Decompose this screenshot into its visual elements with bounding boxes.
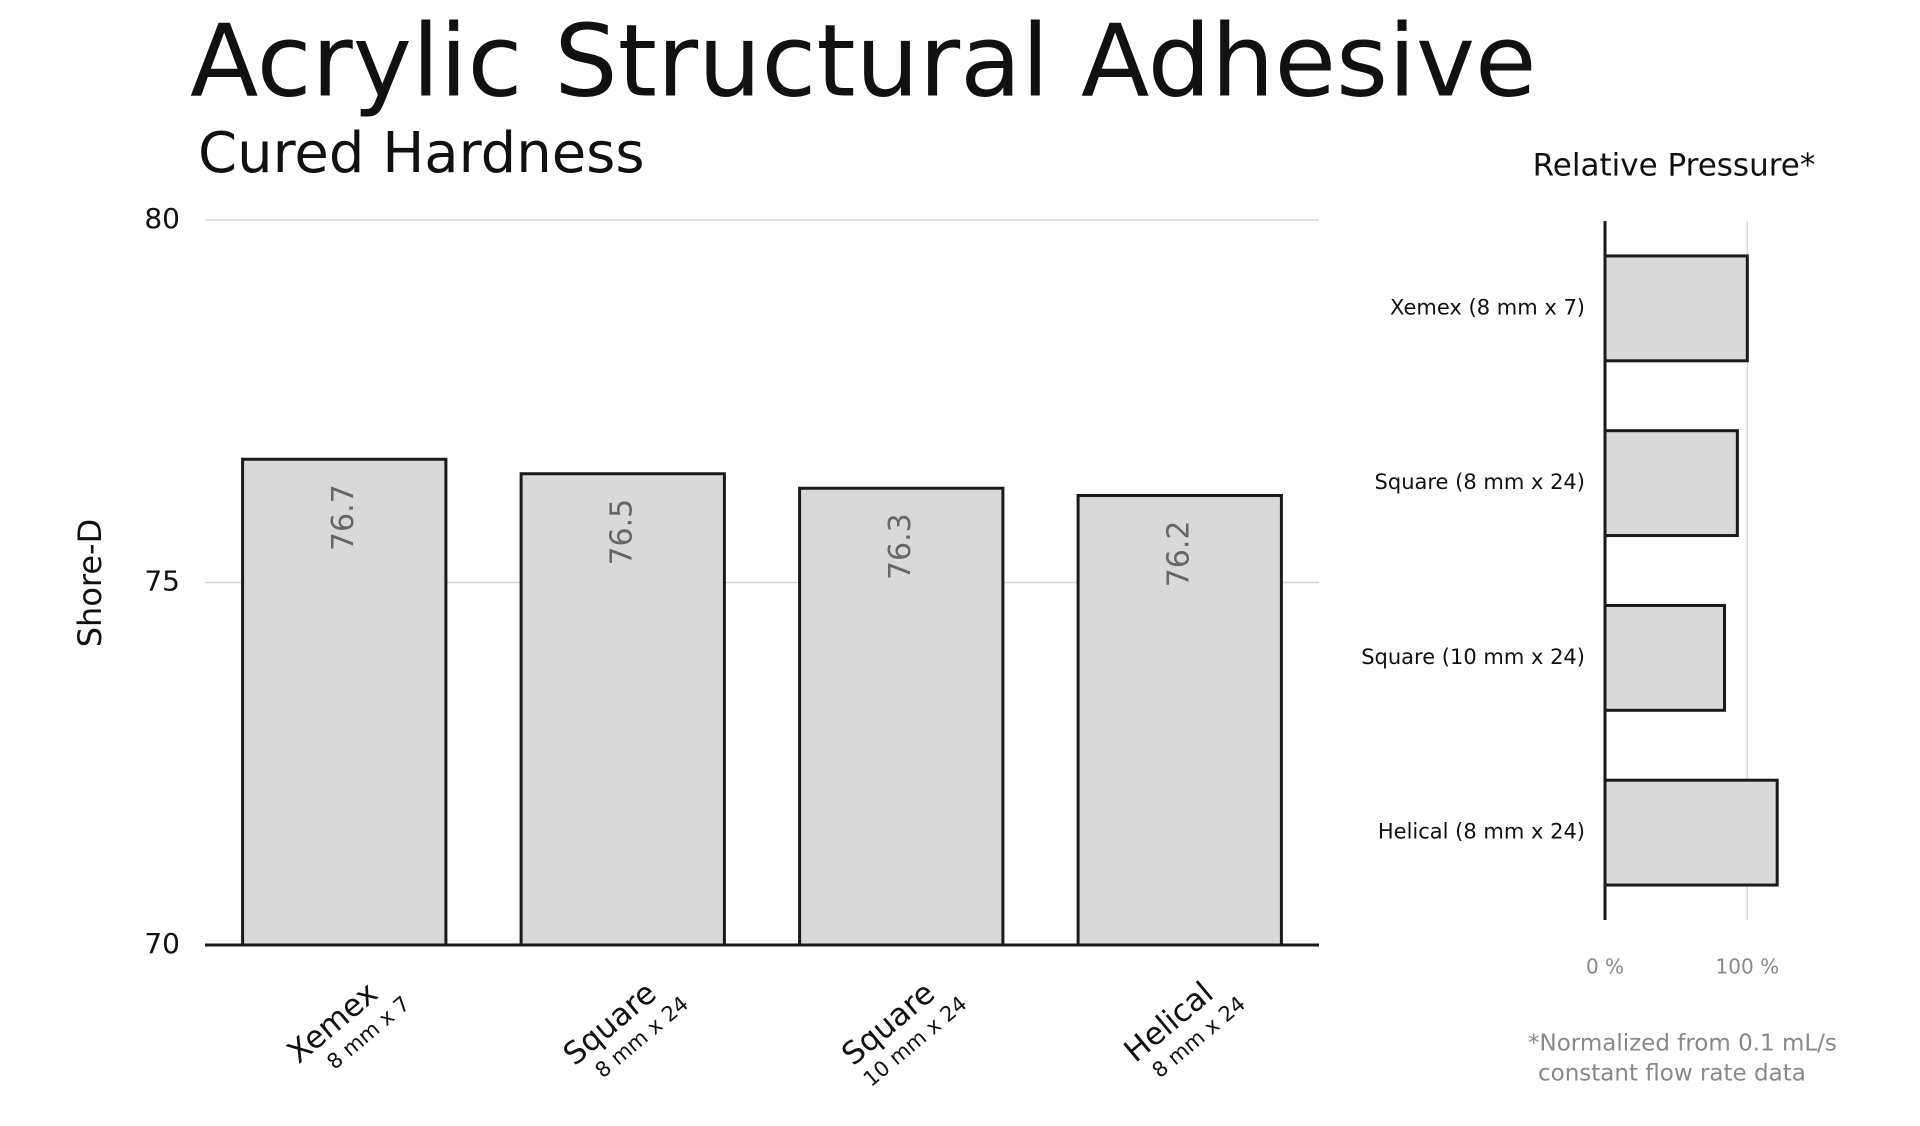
bar	[1603, 429, 1739, 538]
value-label: 76.5	[604, 499, 639, 566]
bar	[1603, 778, 1779, 887]
value-label: 76.2	[1161, 521, 1196, 588]
bar	[1076, 494, 1283, 947]
y-tick-label: 75	[144, 565, 180, 598]
footnote: *Normalized from 0.1 mL/s	[1528, 1031, 1837, 1057]
chart-title: Acrylic Structural Adhesive	[190, 2, 1537, 119]
y-tick-label: 70	[144, 927, 180, 960]
y-tick-label: Xemex (8 mm x 7)	[1390, 295, 1585, 319]
y-tick-label: 80	[144, 202, 180, 235]
chart-title: Relative Pressure*	[1533, 148, 1816, 184]
bar	[1603, 603, 1727, 712]
chart-subtitle: Cured Hardness	[198, 121, 645, 186]
footnote: constant flow rate data	[1538, 1061, 1806, 1087]
y-tick-label: Helical (8 mm x 24)	[1378, 820, 1585, 844]
y-tick-label: Square (8 mm x 24)	[1375, 470, 1585, 494]
value-label: 76.7	[326, 484, 361, 551]
x-tick-label: 100 %	[1716, 955, 1780, 979]
x-tick-label: 0 %	[1586, 955, 1624, 979]
value-label: 76.3	[883, 513, 918, 580]
y-tick-label: Square (10 mm x 24)	[1361, 645, 1585, 669]
bar	[1603, 254, 1749, 363]
y-axis-label: Shore-D	[71, 519, 109, 648]
bar	[798, 486, 1005, 947]
bar	[241, 457, 448, 947]
